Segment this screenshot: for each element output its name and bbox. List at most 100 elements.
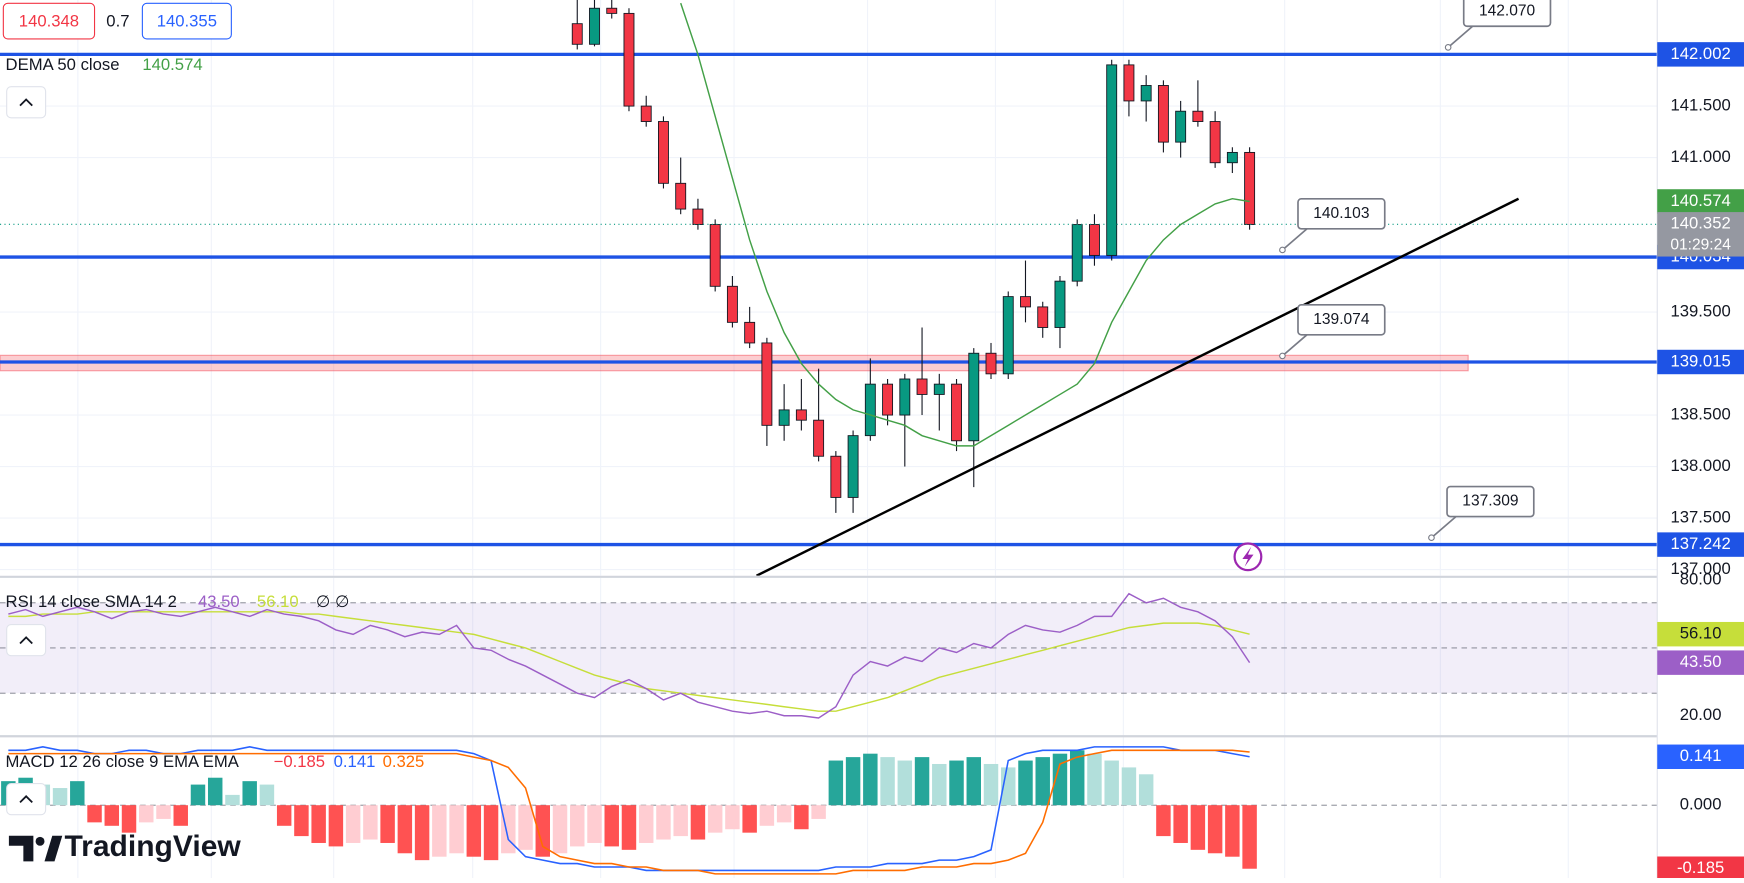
callout-box <box>1297 303 1386 336</box>
candle-body <box>726 285 738 323</box>
histogram-bar <box>966 757 981 806</box>
y-tick-label: 20.00 <box>1680 705 1722 724</box>
histogram-bar <box>880 757 895 806</box>
candle-body <box>1123 64 1135 102</box>
histogram-bar <box>897 760 913 806</box>
histogram-bar <box>414 805 430 861</box>
histogram-bar <box>932 763 947 806</box>
bid-box[interactable] <box>2 2 96 40</box>
histogram-bar <box>621 805 637 850</box>
candle-body <box>1157 85 1169 143</box>
histogram-bar <box>707 805 723 833</box>
histogram-bar <box>1242 805 1257 869</box>
candle-body <box>1071 224 1083 282</box>
histogram-bar <box>759 805 775 826</box>
candle-body <box>675 182 687 210</box>
level-label-bg <box>1657 42 1744 67</box>
ask-price: 140.355 <box>157 12 217 31</box>
macd-axis-label-bg <box>1657 856 1744 881</box>
callout-pointer <box>1281 228 1308 251</box>
histogram-bar <box>345 805 361 843</box>
callout-label: 140.103 <box>1313 205 1369 222</box>
macd-axis-label-bg <box>1657 744 1744 769</box>
candle-body <box>1037 306 1049 328</box>
candle-body <box>864 383 876 437</box>
callout-pointer <box>1281 334 1308 357</box>
histogram-bar <box>725 805 740 830</box>
histogram-bar <box>518 805 533 850</box>
histogram-bar <box>1173 805 1188 843</box>
collapse-button[interactable] <box>6 624 47 657</box>
histogram-bar <box>1225 805 1240 857</box>
candle-body <box>1244 151 1256 225</box>
y-tick-label: 139.500 <box>1671 301 1731 320</box>
dema-line <box>680 2 1250 447</box>
candle-body <box>916 378 928 395</box>
y-tick-label: 0.000 <box>1680 795 1722 814</box>
histogram-bar <box>811 805 826 819</box>
histogram-bar <box>742 805 757 833</box>
histogram-bar <box>242 781 257 806</box>
histogram-bar <box>173 805 188 826</box>
histogram-bar <box>1207 805 1223 854</box>
candle-body <box>709 224 721 287</box>
signal-line <box>8 749 1250 875</box>
candle-body <box>744 321 756 344</box>
collapse-button[interactable] <box>6 782 47 816</box>
callout-anchor <box>1279 246 1286 254</box>
histogram-bar <box>1121 767 1137 806</box>
y-tick-label: 137.500 <box>1671 507 1731 526</box>
callout-label: 139.074 <box>1313 311 1370 328</box>
ask-box[interactable] <box>141 2 232 40</box>
rsi-axis-label: 56.10 <box>1680 624 1722 643</box>
histogram-bar <box>328 805 344 847</box>
macd-pane <box>0 736 1658 878</box>
histogram-bar <box>190 784 206 806</box>
histogram-bar <box>587 805 602 843</box>
level-label-bg <box>1657 532 1744 557</box>
histogram-bar <box>1035 757 1050 806</box>
y-tick-label: 141.500 <box>1671 95 1731 114</box>
candle-body <box>1140 85 1152 102</box>
candle-body <box>795 409 807 421</box>
logo-text: TradingView <box>65 830 242 863</box>
candle-body <box>882 383 894 416</box>
candle-body <box>951 383 962 442</box>
histogram-bar <box>638 805 654 843</box>
histogram-bar <box>104 805 120 826</box>
histogram-bar <box>570 805 585 847</box>
candle-body <box>1192 110 1204 122</box>
histogram-bar <box>673 805 688 837</box>
candle-body <box>830 455 842 498</box>
histogram-bar <box>1138 774 1154 806</box>
histogram-bar <box>828 760 844 806</box>
rsi-line <box>8 611 1250 712</box>
histogram-bar <box>690 805 706 840</box>
histogram-bar <box>604 805 619 847</box>
callout-anchor <box>1428 534 1435 542</box>
level-label: 139.015 <box>1671 351 1731 370</box>
callout-label: 137.309 <box>1462 493 1518 510</box>
candle-body <box>640 105 652 122</box>
collapse-button[interactable] <box>6 86 47 119</box>
histogram-bar <box>845 757 861 806</box>
histogram-bar <box>363 805 378 840</box>
candle-body <box>1020 296 1031 308</box>
level-label: 137.242 <box>1671 534 1731 553</box>
histogram-bar <box>294 805 309 837</box>
histogram-bar <box>794 805 809 830</box>
histogram-bar <box>52 788 68 806</box>
histogram-bar <box>432 805 447 857</box>
candle-body <box>847 435 859 498</box>
candle-body <box>1209 121 1221 164</box>
macd-legend: MACD 12 26 close 9 EMA EMA <box>6 752 240 771</box>
histogram-bar <box>1069 750 1085 806</box>
candle-body <box>1226 151 1238 164</box>
histogram-bar <box>466 805 482 857</box>
alert-icon[interactable] <box>1233 542 1263 572</box>
dema-axis-label-bg <box>1657 189 1744 214</box>
candle-body <box>589 7 600 45</box>
